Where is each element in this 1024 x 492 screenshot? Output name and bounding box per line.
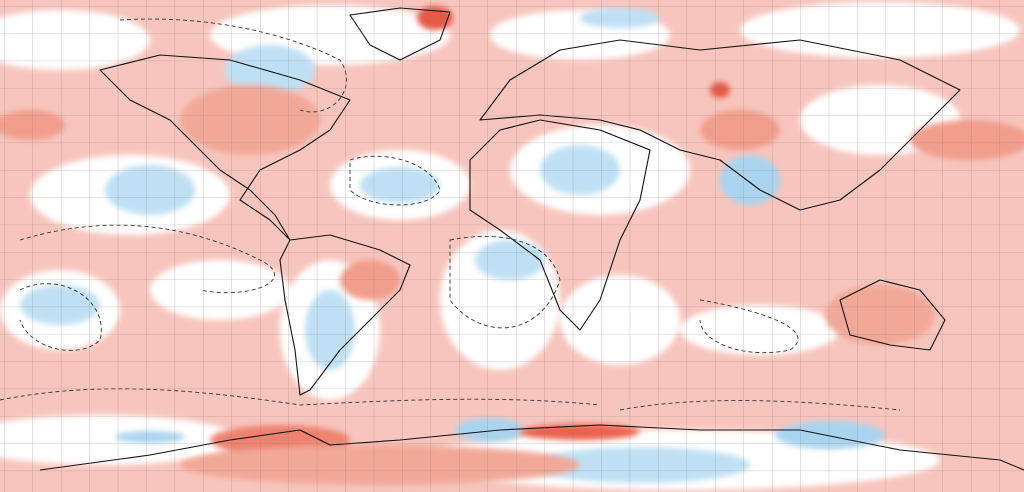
lat-lon-grid [0,0,1024,492]
anomaly-map [0,0,1024,492]
page: {} [0,0,1024,492]
